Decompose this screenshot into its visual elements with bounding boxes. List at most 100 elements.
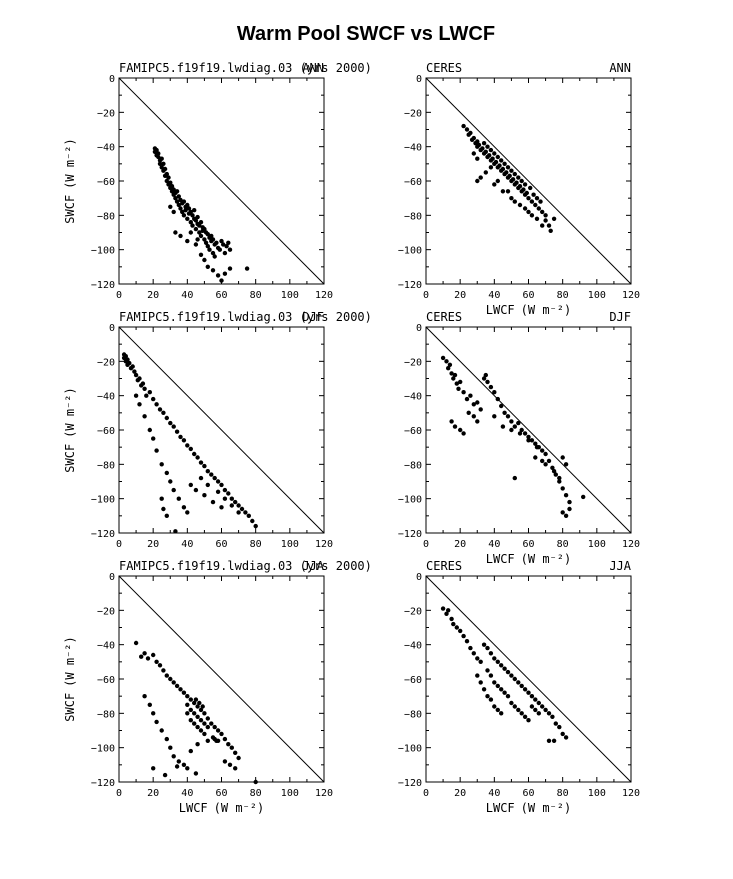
scatter-point (505, 189, 511, 194)
scatter-point (195, 724, 200, 730)
scatter-point (540, 458, 545, 464)
scatter-point (154, 448, 159, 453)
scatter-point (164, 736, 169, 742)
scatter-point (509, 419, 514, 424)
scatter-point (229, 745, 234, 750)
scatter-point (169, 184, 175, 189)
scatter-point (509, 168, 514, 173)
scatter-point (157, 663, 163, 668)
scatter-point (202, 721, 207, 726)
x-axis-label-unit: (W m⁻²) (521, 303, 572, 317)
scatter-point (485, 694, 490, 699)
scatter-point (185, 443, 190, 448)
scatter-point (495, 683, 500, 689)
scatter-point (480, 146, 485, 151)
scatter-points (133, 640, 258, 785)
scatter-point (468, 130, 473, 136)
scatter-point (446, 366, 451, 371)
x-tick-label: 0 (423, 788, 429, 799)
scatter-point (142, 694, 147, 699)
scatter-point (227, 762, 233, 767)
scatter-point (188, 446, 193, 452)
scatter-point (519, 178, 524, 184)
scatter-point (500, 424, 506, 429)
panel-season-label: DJF (609, 310, 631, 324)
scatter-point (233, 750, 238, 755)
scatter-point (178, 197, 183, 203)
scatter-point (536, 711, 541, 716)
x-tick-label: 40 (181, 539, 193, 550)
scatter-point (195, 214, 200, 220)
scatter-point (534, 216, 540, 221)
scatter-point (533, 202, 538, 208)
scatter-point (174, 429, 180, 434)
scatter-point (157, 407, 163, 412)
scatter-point (159, 156, 164, 161)
y-tick-label: −120 (91, 280, 115, 291)
y-tick-label: 0 (416, 572, 422, 583)
scatter-point (164, 171, 169, 177)
scatter-point (540, 209, 545, 215)
scatter-point (509, 700, 514, 706)
y-axis-label: SWCF (W m⁻²) (63, 636, 77, 721)
panels-group: 0 20 40 60 80 100 120 0 −20 −40 −60 −80 −100 −120 FAMI… (63, 61, 640, 815)
scatter-points (152, 146, 250, 283)
scatter-point (207, 247, 212, 252)
scatter-point (181, 690, 187, 695)
scatter-point (461, 123, 466, 129)
scatter-point (560, 731, 565, 737)
scatter-point (461, 633, 466, 639)
scatter-point (205, 724, 210, 730)
scatter-point (173, 529, 178, 534)
scatter-point (502, 666, 507, 671)
scatter-point (144, 393, 149, 398)
scatter-point (164, 673, 169, 678)
scatter-point (516, 680, 521, 685)
scatter-point (222, 759, 228, 764)
x-tick-label: 120 (315, 788, 333, 799)
scatter-point (560, 486, 565, 491)
scatter-point (505, 669, 511, 675)
scatter-point (536, 700, 541, 706)
scatter-point (200, 704, 205, 709)
figure-title: Warm Pool SWCF vs LWCF (237, 23, 495, 45)
y-tick-label: −100 (398, 495, 422, 506)
scatter-point (475, 156, 480, 161)
y-tick-label: −100 (91, 495, 115, 506)
scatter-point (205, 482, 210, 488)
reference-line (118, 326, 325, 534)
scatter-point (171, 680, 176, 685)
y-axis-label: SWCF (W m⁻²) (63, 138, 77, 223)
scatter-point (557, 479, 562, 484)
scatter-point (174, 199, 180, 204)
y-tick-label: −120 (91, 529, 115, 540)
scatter-point (192, 451, 197, 457)
scatter-point (485, 668, 490, 673)
scatter-point (509, 673, 514, 678)
scatter-point (546, 458, 552, 464)
scatter-panel-3: 0 20 40 60 80 100 120 0 −20 −40 −60 −80 −100 −120 FAMI… (63, 310, 372, 550)
scatter-point (540, 448, 545, 453)
scatter-point (215, 728, 221, 733)
x-tick-label: 100 (281, 290, 299, 301)
scatter-point (151, 711, 156, 716)
scatter-point (516, 175, 521, 180)
scatter-point (440, 606, 446, 611)
scatter-point (139, 654, 144, 659)
x-tick-label: 120 (315, 290, 333, 301)
scatter-point (551, 216, 557, 221)
scatter-point (205, 738, 210, 743)
scatter-point (514, 180, 519, 185)
scatter-point (551, 469, 557, 474)
scatter-point (502, 690, 507, 695)
scatter-point (192, 721, 197, 726)
scatter-point (171, 187, 176, 192)
y-tick-label: −100 (91, 246, 115, 257)
x-tick-label: 20 (454, 788, 466, 799)
scatter-points (440, 355, 586, 518)
x-tick-label: 100 (588, 290, 606, 301)
scatter-point (154, 659, 159, 664)
y-axis-label-name: SWCF (63, 444, 77, 473)
scatter-point (543, 451, 548, 457)
scatter-point (154, 402, 159, 407)
